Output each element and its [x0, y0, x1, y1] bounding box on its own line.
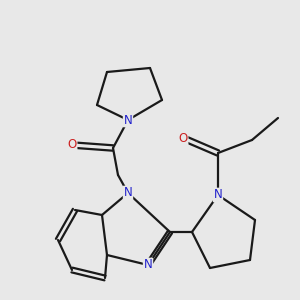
Text: N: N [124, 187, 132, 200]
Text: N: N [144, 259, 152, 272]
Text: O: O [178, 131, 188, 145]
Text: N: N [214, 188, 222, 202]
Text: O: O [68, 139, 76, 152]
Text: N: N [124, 113, 132, 127]
